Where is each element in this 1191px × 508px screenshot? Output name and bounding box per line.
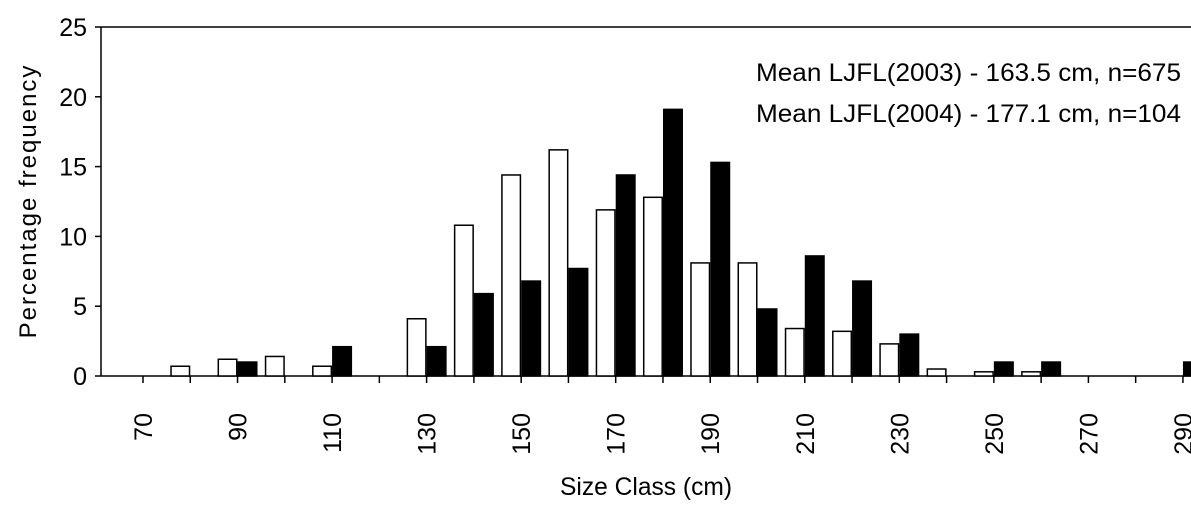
bar-2003-160 <box>548 149 569 377</box>
bar-2004-130 <box>426 345 447 377</box>
bar-2003-130 <box>406 318 427 377</box>
bar-2003-210 <box>784 327 805 377</box>
x-tick-label: 190 <box>697 413 725 455</box>
bar-2004-90 <box>237 361 258 377</box>
bar-2004-220 <box>852 280 873 377</box>
bar-2003-140 <box>453 224 474 377</box>
y-tick-label: 15 <box>59 154 87 182</box>
x-tick-label: 250 <box>981 413 1009 455</box>
bar-2003-230 <box>879 343 900 377</box>
bar-2004-260 <box>1041 361 1062 377</box>
x-tick-label: 290 <box>1170 413 1191 455</box>
x-tick-label: 130 <box>414 413 442 455</box>
x-tick-label: 270 <box>1075 413 1103 455</box>
bar-2003-220 <box>832 330 853 377</box>
annotation-mean-2004: Mean LJFL(2004) - 177.1 cm, n=104 <box>756 100 1181 128</box>
y-tick-label: 0 <box>73 363 87 391</box>
x-tick-label: 150 <box>508 413 536 455</box>
bar-2003-190 <box>690 262 711 377</box>
bar-2004-230 <box>899 333 920 377</box>
x-tick-label: 110 <box>319 413 347 453</box>
x-tick-label: 170 <box>603 413 631 455</box>
bar-2003-110 <box>312 365 333 377</box>
annotation-mean-2003: Mean LJFL(2003) - 163.5 cm, n=675 <box>756 59 1181 87</box>
bar-2004-160 <box>568 267 589 377</box>
bar-2004-200 <box>757 308 778 377</box>
bar-2003-100 <box>264 355 285 377</box>
bars <box>170 108 1191 377</box>
bar-2003-200 <box>737 262 758 377</box>
x-tick-label: 230 <box>886 413 914 455</box>
bar-2004-150 <box>521 280 542 377</box>
x-tick-label: 210 <box>792 413 820 455</box>
bar-2003-170 <box>595 209 616 377</box>
x-axis-title: Size Class (cm) <box>560 473 732 501</box>
x-tick-label: 70 <box>130 413 158 441</box>
x-tick-label: 90 <box>225 413 253 441</box>
bar-2004-180 <box>662 108 683 377</box>
bar-2003-240 <box>926 368 947 377</box>
bar-2003-80 <box>170 365 191 377</box>
bar-2003-260 <box>1021 371 1042 377</box>
bar-2004-210 <box>804 255 825 377</box>
bar-2004-110 <box>332 345 353 377</box>
bar-2003-150 <box>501 174 522 377</box>
bar-2004-190 <box>710 161 731 377</box>
y-tick-label: 20 <box>59 84 87 112</box>
bar-2004-250 <box>993 361 1014 377</box>
bar-2004-290 <box>1182 361 1191 377</box>
bar-2004-140 <box>473 292 494 377</box>
y-tick-label: 5 <box>73 293 87 321</box>
y-tick-label: 25 <box>59 14 87 42</box>
y-tick-label: 10 <box>59 223 87 251</box>
bar-2003-90 <box>217 358 238 377</box>
bar-2003-180 <box>642 196 663 377</box>
bar-2003-250 <box>973 371 994 377</box>
x-axis-ticks: 70 90 110 130 150 170 190 210 230 250 270 290 <box>130 376 1191 455</box>
y-axis-title: Percentage frequency <box>15 64 42 339</box>
y-axis-ticks: 0 5 10 15 20 25 <box>59 14 101 391</box>
bar-2004-170 <box>615 174 636 377</box>
